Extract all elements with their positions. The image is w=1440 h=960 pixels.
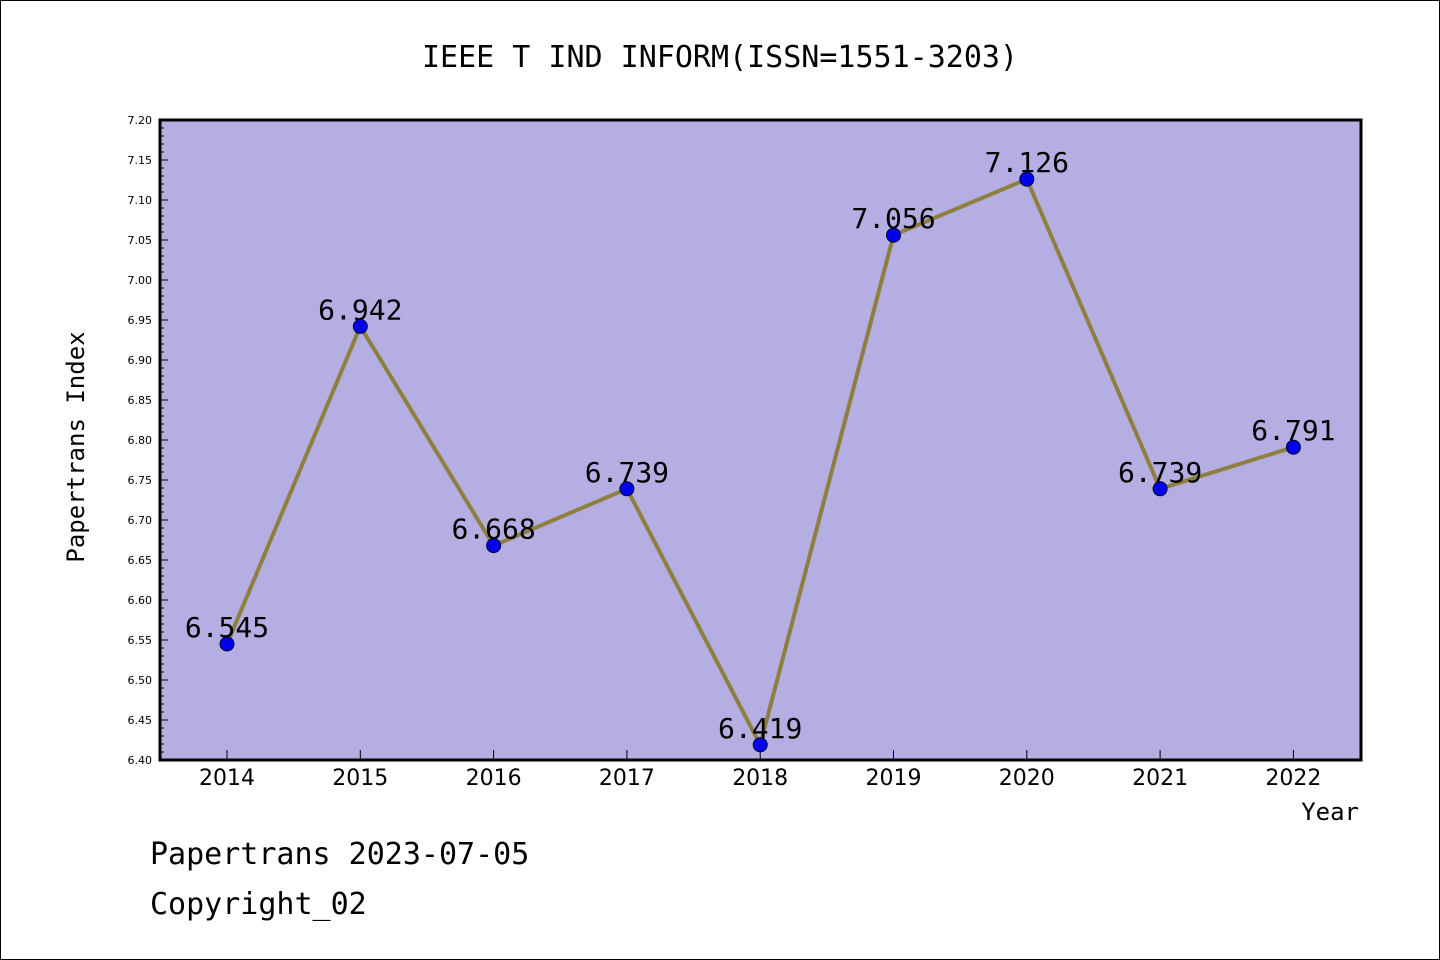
y-tick-label: 6.65 — [128, 554, 153, 567]
data-label: 6.739 — [1118, 456, 1202, 489]
y-tick-label: 6.45 — [128, 714, 153, 727]
data-label: 6.791 — [1251, 414, 1335, 447]
data-label: 7.056 — [851, 202, 935, 235]
data-point — [1152, 481, 1168, 497]
y-tick-label: 6.75 — [128, 474, 153, 487]
x-axis-label: Year — [1301, 798, 1359, 826]
y-tick-label: 7.10 — [128, 194, 153, 207]
footer-copyright: Copyright_02 — [150, 887, 367, 922]
y-axis-label: Papertrans Index — [62, 331, 90, 562]
x-tick-label: 2014 — [199, 766, 255, 791]
x-tick-label: 2017 — [599, 766, 655, 791]
y-tick-label: 6.40 — [128, 754, 153, 767]
y-tick-label: 7.20 — [128, 114, 153, 127]
data-point — [1285, 439, 1301, 455]
x-tick-label: 2019 — [866, 766, 922, 791]
data-label: 6.739 — [585, 456, 669, 489]
y-tick-label: 6.55 — [128, 634, 153, 647]
data-point — [619, 481, 635, 497]
y-tick-label: 6.80 — [128, 434, 153, 447]
data-point — [1019, 171, 1035, 187]
y-tick-label: 6.90 — [128, 354, 153, 367]
y-tick-label: 6.95 — [128, 314, 153, 327]
x-tick-label: 2016 — [466, 766, 522, 791]
y-tick-label: 7.00 — [128, 274, 153, 287]
y-tick-label: 7.05 — [128, 234, 153, 247]
x-axis: 2014 2015 2016 2017 2018 2019 2020 2021 2022 — [199, 750, 1321, 791]
y-tick-label: 6.70 — [128, 514, 153, 527]
footer-date: Papertrans 2023-07-05 — [150, 837, 529, 872]
data-label: 6.545 — [185, 611, 269, 644]
data-label: 6.668 — [451, 513, 535, 546]
x-tick-label: 2015 — [332, 766, 388, 791]
data-point — [352, 318, 368, 334]
plot-border — [158, 118, 1363, 762]
data-point — [486, 538, 502, 554]
data-label: 6.942 — [318, 293, 402, 326]
data-label: 7.126 — [985, 146, 1069, 179]
x-tick-label: 2020 — [999, 766, 1055, 791]
x-tick-label: 2022 — [1265, 766, 1321, 791]
chart-title: IEEE T IND INFORM(ISSN=1551-3203) — [422, 40, 1018, 75]
data-point — [886, 227, 901, 243]
data-point — [219, 636, 235, 652]
plot-area — [160, 120, 1361, 760]
data-point — [752, 737, 768, 753]
x-tick-label: 2018 — [732, 766, 788, 791]
y-tick-label: 7.15 — [128, 154, 153, 167]
y-axis: 6.40 6.45 6.50 6.55 6.60 6.65 6.70 6.75 6.80 6.85… — [128, 114, 168, 767]
x-tick-label: 2021 — [1132, 766, 1188, 791]
data-labels: 6.545 6.942 6.668 6.739 6.419 7.056 7.126 6.739… — [185, 146, 1336, 745]
data-label: 6.419 — [718, 712, 802, 745]
y-tick-label: 6.60 — [128, 594, 153, 607]
y-tick-label: 6.50 — [128, 674, 153, 687]
y-tick-label: 6.85 — [128, 394, 153, 407]
series-markers — [219, 171, 1301, 753]
